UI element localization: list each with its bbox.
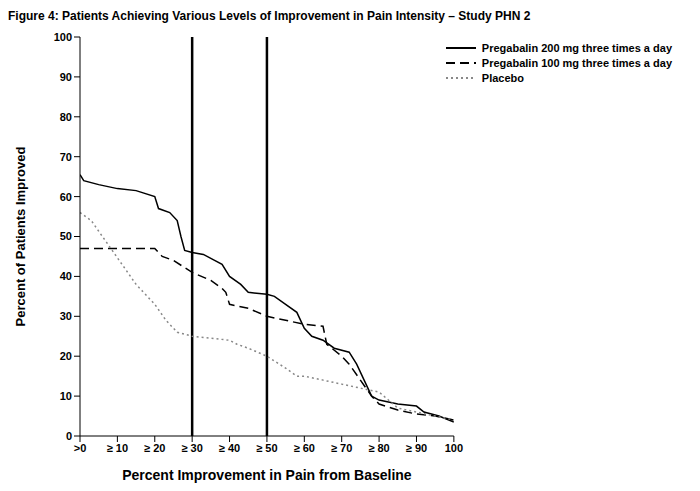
svg-text:Percent Improvement in Pain fr: Percent Improvement in Pain from Baselin… [122,467,412,483]
svg-text:80: 80 [60,111,72,123]
svg-text:60: 60 [60,191,72,203]
svg-text:≥ 30: ≥ 30 [181,442,202,454]
svg-text:10: 10 [60,390,72,402]
html-text:Figure 4: Patients Achieving V: Figure 4: Patients Achieving Various Lev… [8,9,531,23]
svg-text:≥ 90: ≥ 90 [406,442,427,454]
svg-text:≥ 40: ≥ 40 [219,442,240,454]
svg-text:100: 100 [54,31,72,43]
svg-text:>0: >0 [74,442,87,454]
svg-text:≥ 20: ≥ 20 [144,442,165,454]
html-text:Pregabalin 200 mg three times: Pregabalin 200 mg three times a day [481,42,672,54]
html-text:Placebo: Placebo [481,72,524,84]
svg-text:≥ 80: ≥ 80 [368,442,389,454]
svg-text:≥ 60: ≥ 60 [294,442,315,454]
svg-text:20: 20 [60,350,72,362]
svg-text:≥ 50: ≥ 50 [256,442,277,454]
svg-text:50: 50 [60,230,72,242]
svg-text:100: 100 [445,442,463,454]
svg-text:30: 30 [60,310,72,322]
svg-text:40: 40 [60,270,72,282]
svg-text:70: 70 [60,151,72,163]
svg-text:≥ 70: ≥ 70 [331,442,352,454]
svg-text:Percent of Patients Improved: Percent of Patients Improved [13,147,28,327]
svg-text:90: 90 [60,71,72,83]
svg-text:≥ 10: ≥ 10 [107,442,128,454]
html-text:Pregabalin 100 mg three times: Pregabalin 100 mg three times a day [481,57,672,69]
svg-text:0: 0 [66,430,72,442]
